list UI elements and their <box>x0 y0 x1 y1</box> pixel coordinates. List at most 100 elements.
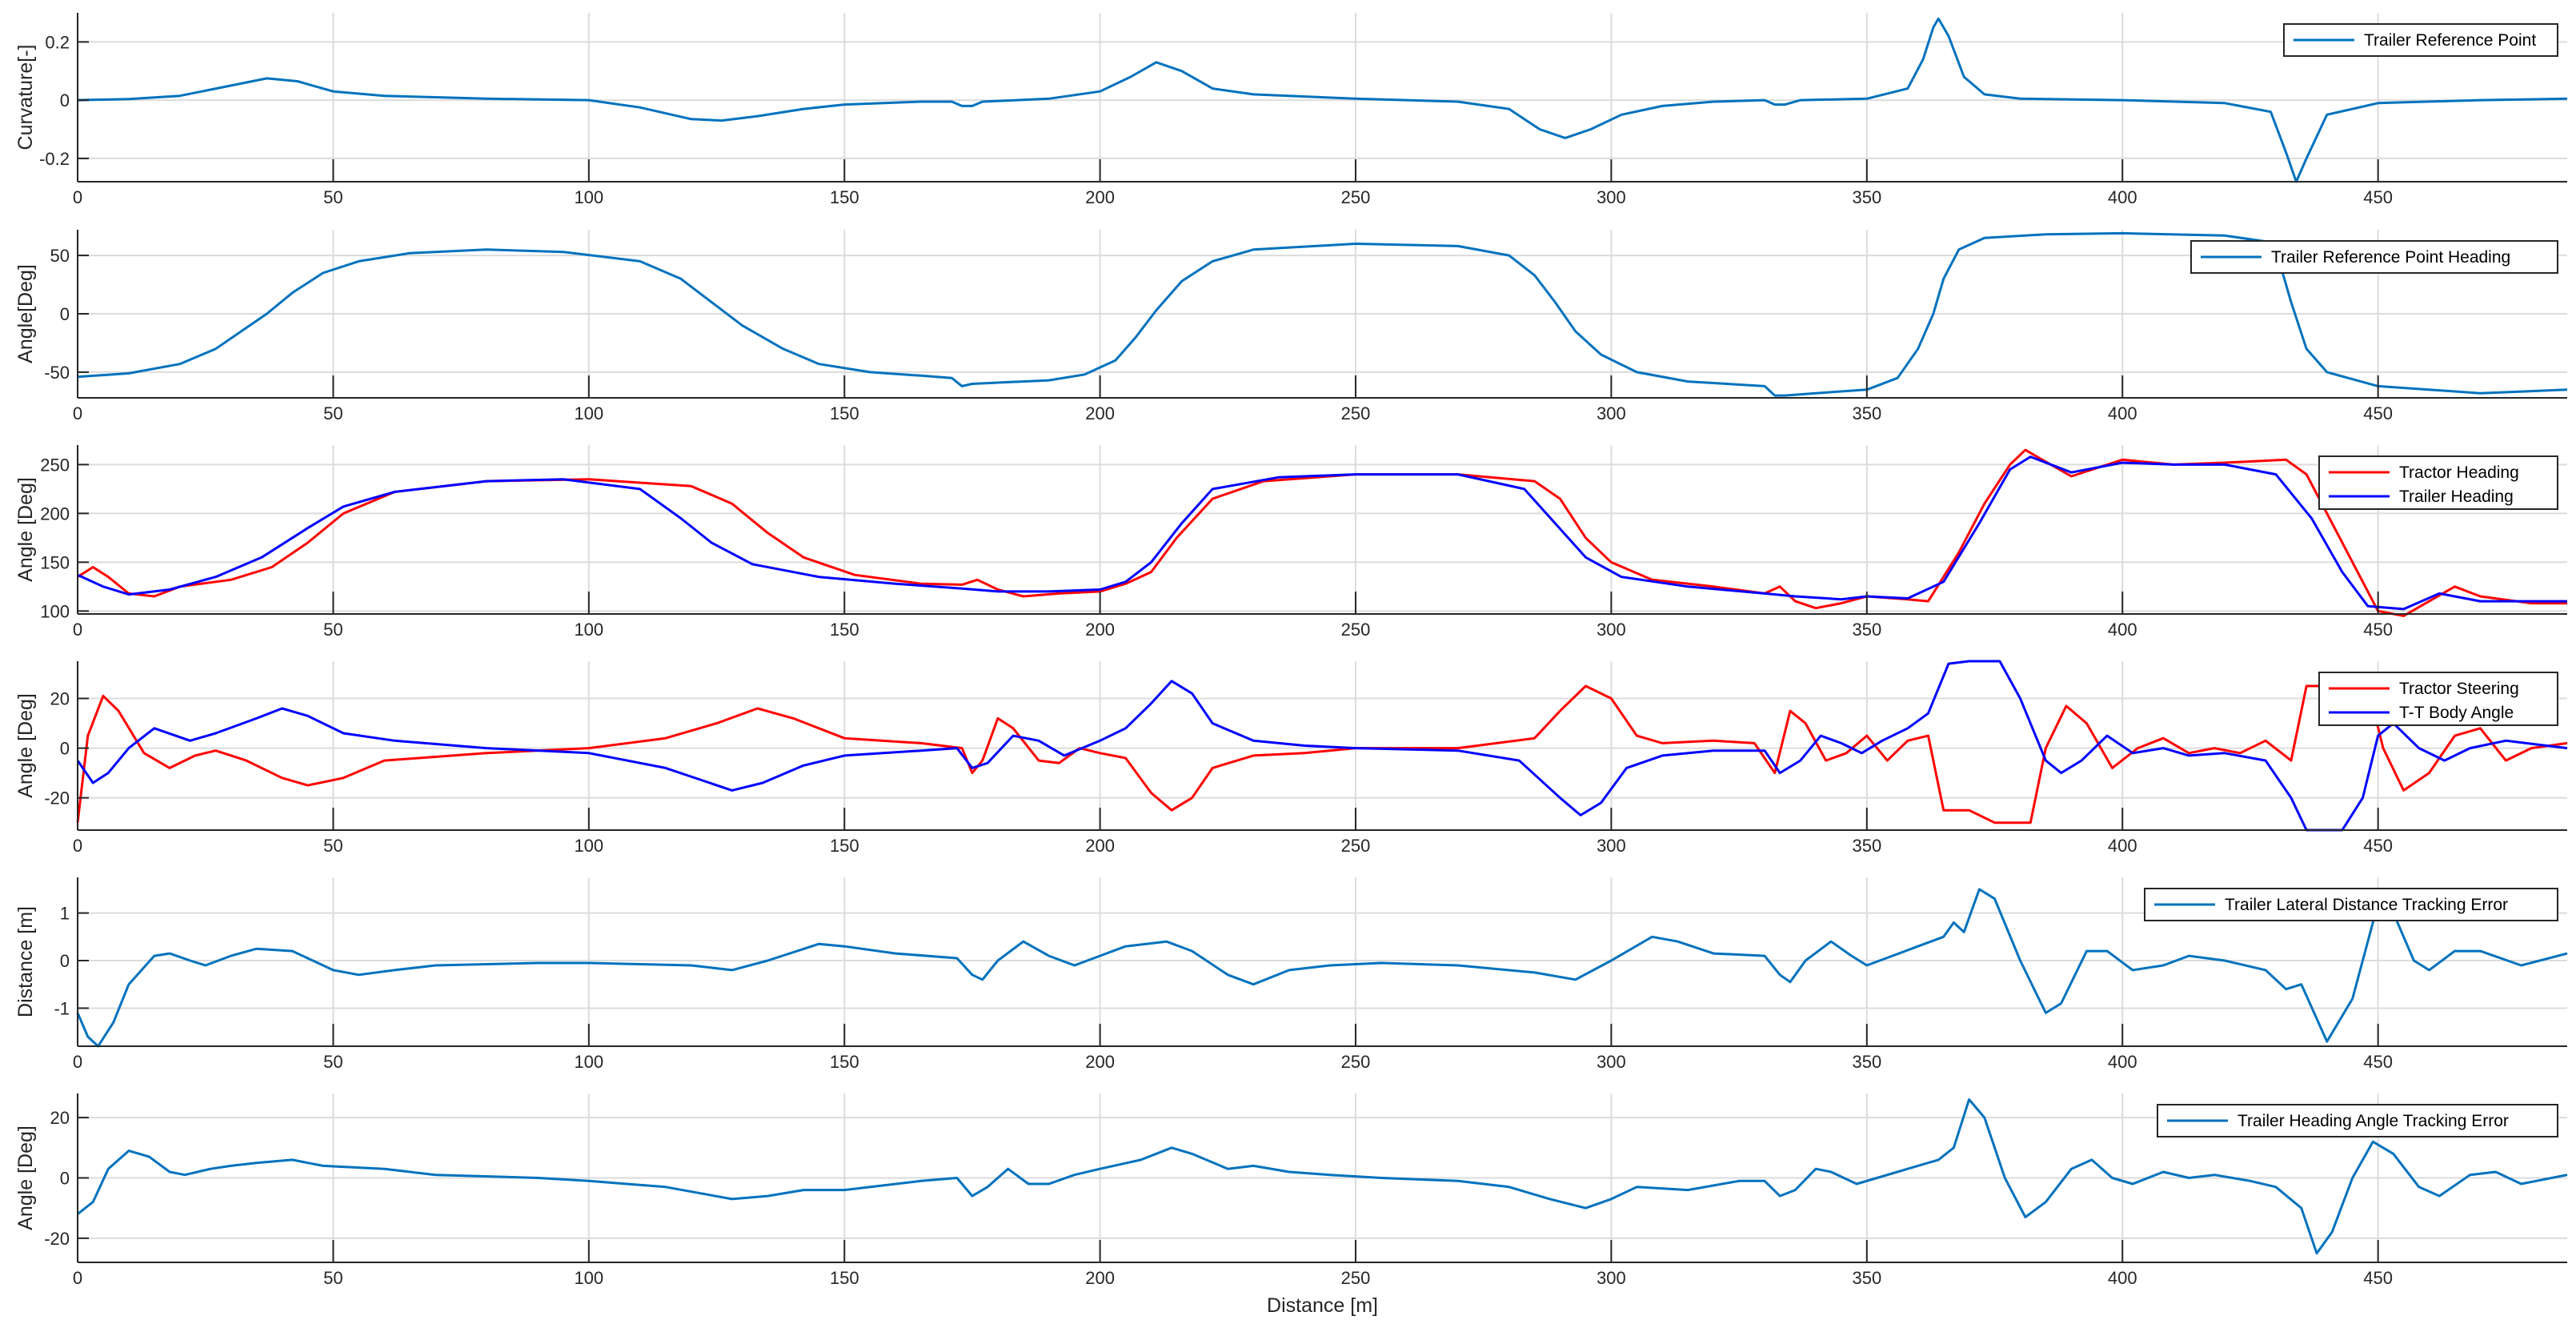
x-tick-label: 0 <box>73 187 82 207</box>
x-tick-label: 300 <box>1596 836 1626 856</box>
x-tick-label: 100 <box>574 1268 603 1288</box>
x-tick-label: 200 <box>1085 1268 1115 1288</box>
y-tick-label: 150 <box>40 552 70 572</box>
x-tick-label: 150 <box>830 187 859 207</box>
series-line-1 <box>77 17 2568 183</box>
y-tick-label: -20 <box>44 1229 70 1249</box>
x-tick-label: 150 <box>830 403 859 423</box>
subplot-5: 0 50 100 150 200 250 300 350 400 450 -1 0 1 Distance … <box>14 877 2568 1072</box>
x-tick-label: 250 <box>1341 1052 1371 1072</box>
series-line-2 <box>77 455 2567 611</box>
series-line-1 <box>77 231 2568 397</box>
legend-box <box>2318 455 2558 510</box>
x-tick-label: 250 <box>1341 836 1371 856</box>
x-tick-label: 0 <box>73 1052 82 1072</box>
legend: Trailer Reference Point Heading <box>2190 240 2558 274</box>
legend-entry: Trailer Reference Point <box>2364 31 2536 50</box>
subplot-4: 0 50 100 150 200 250 300 350 400 450 -20 0 20 Angle [… <box>14 660 2568 856</box>
x-tick-label: 150 <box>830 620 859 640</box>
x-tick-label: 250 <box>1341 620 1371 640</box>
x-tick-label: 50 <box>323 620 343 640</box>
x-tick-label: 350 <box>1852 187 1881 207</box>
x-tick-label: 200 <box>1085 403 1115 423</box>
x-tick-label: 400 <box>2108 1052 2137 1072</box>
series-line-2 <box>76 660 2568 832</box>
x-tick-label: 250 <box>1341 403 1371 423</box>
x-tick-label: 0 <box>73 1268 82 1288</box>
series-line-1 <box>77 1098 2568 1255</box>
y-tick-label: -1 <box>54 998 70 1018</box>
y-tick-label: -50 <box>44 363 70 383</box>
y-tick-label: 0.2 <box>45 32 70 52</box>
legend-entry: Tractor Steering <box>2399 680 2519 698</box>
x-tick-label: 50 <box>323 403 343 423</box>
x-tick-label: 300 <box>1596 1268 1626 1288</box>
series-line-1 <box>76 684 2568 824</box>
y-tick-label: 0 <box>60 90 70 110</box>
series-line-1 <box>76 888 2568 1048</box>
y-axis-label: Angle [Deg] <box>14 693 37 798</box>
y-axis-label: Curvature[-] <box>14 45 37 150</box>
plot-area <box>78 445 2567 614</box>
x-tick-label: 100 <box>574 187 603 207</box>
x-tick-label: 450 <box>2363 836 2393 856</box>
y-tick-label: -0.2 <box>39 149 70 169</box>
x-tick-label: 350 <box>1852 620 1881 640</box>
y-tick-label: 20 <box>50 1108 70 1128</box>
x-tick-label: 300 <box>1596 620 1626 640</box>
y-axis-label: Distance [m] <box>14 906 37 1017</box>
y-tick-label: 100 <box>40 601 70 621</box>
legend-entry: T-T Body Angle <box>2399 704 2514 722</box>
x-tick-label: 400 <box>2108 403 2137 423</box>
y-tick-label: 0 <box>60 304 70 324</box>
x-tick-label: 200 <box>1085 1052 1115 1072</box>
x-tick-label: 400 <box>2108 1268 2137 1288</box>
legend-box <box>2318 672 2558 726</box>
x-tick-label: 100 <box>574 836 603 856</box>
y-tick-label: 1 <box>60 904 70 924</box>
x-tick-label: 50 <box>323 1052 343 1072</box>
x-tick-label: 400 <box>2108 836 2137 856</box>
legend: Tractor Heading Trailer Heading <box>2318 455 2558 510</box>
legend-entry: Trailer Heading <box>2399 487 2514 506</box>
x-tick-label: 300 <box>1596 403 1626 423</box>
x-tick-label: 450 <box>2363 187 2393 207</box>
y-tick-label: 0 <box>60 1169 70 1189</box>
x-tick-label: 450 <box>2363 403 2393 423</box>
x-tick-label: 250 <box>1341 1268 1371 1288</box>
x-tick-label: 350 <box>1852 1268 1881 1288</box>
subplot-3: 0 50 100 150 200 250 300 350 400 450100150200250A… <box>14 445 2567 640</box>
x-tick-label: 400 <box>2108 620 2137 640</box>
x-tick-label: 200 <box>1085 187 1115 207</box>
x-tick-label: 100 <box>574 1052 603 1072</box>
x-tick-label: 0 <box>73 620 82 640</box>
y-tick-label: -20 <box>44 788 70 808</box>
legend: Trailer Reference Point <box>2283 23 2558 57</box>
x-tick-label: 50 <box>323 836 343 856</box>
legend-entry: Trailer Heading Angle Tracking Error <box>2237 1112 2509 1130</box>
x-tick-label: 450 <box>2363 1052 2393 1072</box>
subplot-1: 0 50 100 150 200 250 300 350 400 450-0.200.2Curva… <box>14 13 2568 207</box>
x-tick-label: 400 <box>2108 187 2137 207</box>
y-tick-label: 250 <box>40 455 70 475</box>
x-tick-label: 0 <box>73 836 82 856</box>
x-tick-label: 450 <box>2363 1268 2393 1288</box>
y-tick-label: 50 <box>50 246 70 266</box>
y-axis-label: Angle [Deg] <box>14 1125 37 1230</box>
x-tick-label: 450 <box>2363 620 2393 640</box>
x-tick-label: 250 <box>1341 187 1371 207</box>
x-tick-label: 100 <box>574 403 603 423</box>
x-axis-label: Distance [m] <box>1267 1294 1378 1317</box>
y-tick-label: 0 <box>60 739 70 759</box>
x-tick-label: 200 <box>1085 836 1115 856</box>
legend-entry: Trailer Lateral Distance Tracking Error <box>2225 896 2508 914</box>
x-tick-label: 350 <box>1852 1052 1881 1072</box>
x-tick-label: 150 <box>830 836 859 856</box>
legend-entry: Trailer Reference Point Heading <box>2271 248 2510 267</box>
x-tick-label: 50 <box>323 1268 343 1288</box>
legend-entry: Tractor Heading <box>2399 463 2519 482</box>
x-tick-label: 150 <box>830 1052 859 1072</box>
x-tick-label: 350 <box>1852 403 1881 423</box>
